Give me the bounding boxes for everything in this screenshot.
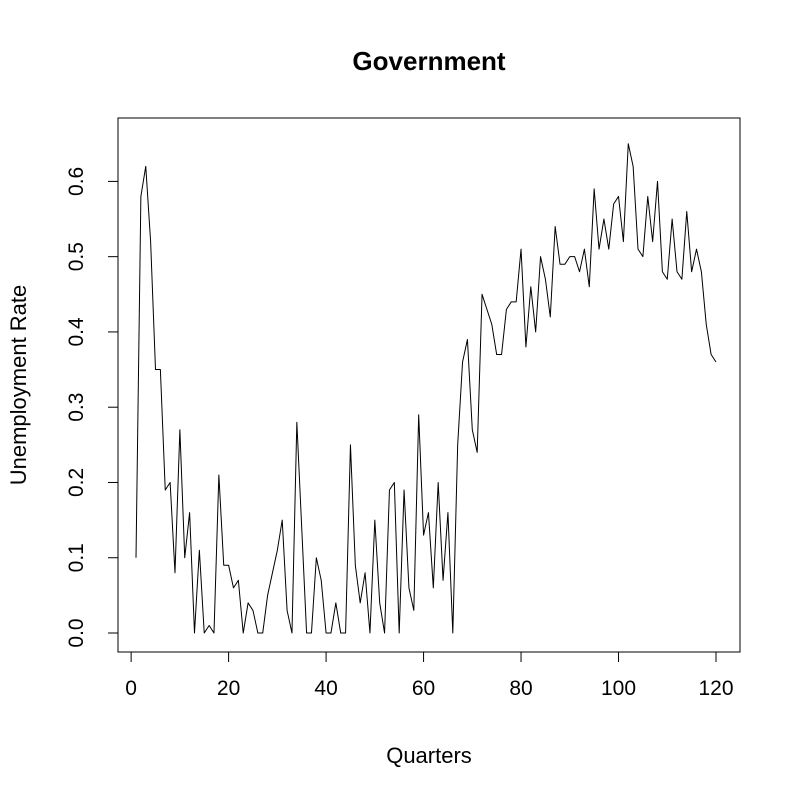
y-tick-label: 0.6 (65, 167, 88, 196)
y-tick-label: 0.2 (65, 468, 88, 497)
x-tick-label: 0 (125, 677, 137, 700)
y-tick-label: 0.4 (65, 317, 88, 347)
y-tick-label: 0.3 (65, 393, 88, 422)
x-axis: 0 20 40 60 80 100 120 (125, 651, 734, 700)
y-tick-label: 0.5 (65, 242, 88, 271)
plot-frame (117, 117, 741, 653)
y-axis-label: Unemployment Rate (6, 285, 31, 486)
x-tick-label: 60 (412, 677, 435, 700)
x-tick-label: 40 (314, 677, 337, 700)
data-points (136, 143, 717, 633)
y-tick-label: 0.1 (65, 543, 88, 572)
x-axis-label: Quarters (386, 743, 472, 768)
y-tick-label: 0.0 (65, 618, 88, 647)
series-line (135, 143, 717, 634)
x-tick-label: 20 (217, 677, 240, 700)
chart-title: Government (352, 46, 505, 76)
x-tick-label: 100 (601, 677, 636, 700)
y-axis: 0.0 0.1 0.2 0.3 0.4 0.5 0.6 (65, 167, 119, 648)
x-tick-label: 120 (698, 677, 733, 700)
x-tick-label: 80 (509, 677, 532, 700)
